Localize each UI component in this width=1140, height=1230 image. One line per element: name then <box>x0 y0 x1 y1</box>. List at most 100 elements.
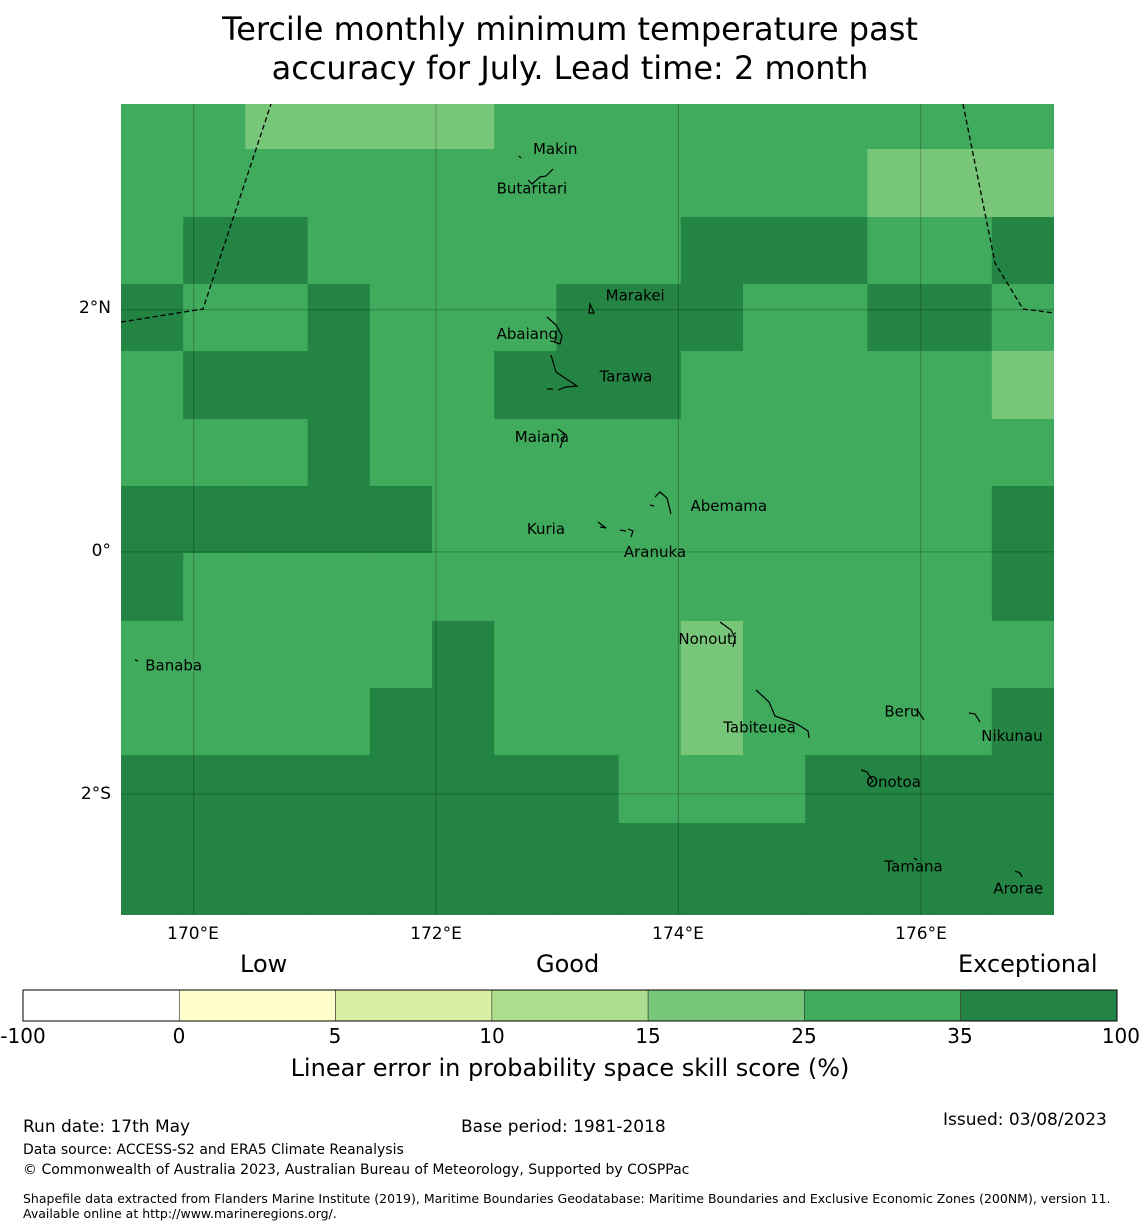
grid-cell <box>867 823 931 856</box>
grid-cell <box>991 351 1054 420</box>
grid-cell <box>183 419 246 487</box>
grid-cell <box>245 104 309 150</box>
colorbar-tick: 5 <box>328 1024 342 1048</box>
lat-tick-2n: 2°N <box>78 298 111 318</box>
colorbar-segment <box>22 989 180 1022</box>
grid-cell <box>556 419 620 487</box>
place-label-banaba: Banaba <box>145 657 202 675</box>
grid-cell <box>121 621 184 689</box>
grid-cell <box>929 104 993 150</box>
grid-cell <box>245 149 309 218</box>
grid-cell <box>307 621 371 689</box>
grid-cell <box>743 217 806 285</box>
grid-cell <box>307 351 371 420</box>
grid-cell <box>369 621 433 689</box>
grid-cell <box>805 553 868 622</box>
grid-cell <box>991 149 1054 218</box>
grid-cell <box>245 419 309 487</box>
grid-cell <box>743 284 806 352</box>
grid-cell <box>805 419 868 487</box>
coast-tabiteuea <box>755 689 810 739</box>
colorbar-tick: 10 <box>479 1024 505 1048</box>
coast-arorae <box>1014 870 1023 878</box>
grid-cell <box>743 688 806 756</box>
grid-cell <box>991 755 1054 824</box>
grid-cell <box>183 823 246 856</box>
coast-nikunau <box>968 712 981 723</box>
place-label-beru: Beru <box>884 703 919 721</box>
grid-cell <box>369 217 433 285</box>
grid-cell <box>867 104 931 150</box>
grid-cell <box>245 217 309 285</box>
grid-cell <box>743 486 806 554</box>
place-label-nonouti: Nonouti <box>678 630 737 648</box>
grid-cell <box>929 284 993 352</box>
coast-beru <box>913 708 925 721</box>
grid-cell <box>991 855 1054 915</box>
grid-cell <box>680 621 744 689</box>
coast-butaritari <box>527 168 554 185</box>
grid-cell <box>556 284 620 352</box>
grid-cell <box>307 553 371 622</box>
grid-cell <box>743 755 806 824</box>
grid-cell <box>432 351 495 420</box>
grid-cell <box>494 217 557 285</box>
grid-cell <box>929 486 993 554</box>
colorbar-frame <box>22 989 1118 1022</box>
grid-cell <box>432 419 495 487</box>
grid-cell <box>494 351 557 420</box>
grid-cell <box>556 553 620 622</box>
colorbar-segment <box>178 989 336 1022</box>
grid-cell <box>556 104 620 150</box>
grid-cell <box>245 755 309 824</box>
chart-title: Tercile monthly minimum temperature past… <box>0 10 1140 88</box>
grid-cell <box>183 217 246 285</box>
grid-cell <box>618 217 682 285</box>
grid-cell <box>432 104 495 150</box>
grid-cell <box>494 553 557 622</box>
grid-cell <box>805 855 868 915</box>
grid-cell <box>245 486 309 554</box>
grid-cell <box>680 284 744 352</box>
grid-cell <box>369 755 433 824</box>
coast-banaba <box>134 659 139 662</box>
data-source: Data source: ACCESS-S2 and ERA5 Climate … <box>23 1142 404 1158</box>
grid-cell <box>991 553 1054 622</box>
grid-cell <box>121 149 184 218</box>
coast-makin <box>518 155 522 159</box>
lon-tick-172e: 172°E <box>410 924 462 944</box>
grid-cell <box>991 419 1054 487</box>
grid-cell <box>183 621 246 689</box>
colorbar <box>22 989 1118 1022</box>
grid-cell <box>494 486 557 554</box>
grid-cell <box>743 855 806 915</box>
grid-cell <box>680 486 744 554</box>
grid-cell <box>121 104 184 150</box>
grid-cell <box>121 351 184 420</box>
grid-cell <box>432 755 495 824</box>
colorbar-segment <box>335 989 493 1022</box>
grid-cell <box>556 755 620 824</box>
grid-cell <box>494 621 557 689</box>
grid-cell <box>369 823 433 856</box>
grid-cell <box>245 823 309 856</box>
grid-cell <box>680 351 744 420</box>
grid-cell <box>805 688 868 756</box>
coast-abemama-w <box>649 504 655 507</box>
lon-tick-176e: 176°E <box>895 924 947 944</box>
grid-cell <box>991 621 1054 689</box>
grid-cell <box>618 104 682 150</box>
grid-cell <box>991 823 1054 856</box>
grid-cell <box>618 855 682 915</box>
grid-cell <box>867 553 931 622</box>
shapefile-credit: Shapefile data extracted from Flanders M… <box>23 1191 1111 1221</box>
place-label-marakei: Marakei <box>606 286 665 304</box>
grid-cell <box>307 855 371 915</box>
grid-cell <box>432 688 495 756</box>
grid-cell <box>556 855 620 915</box>
grid-cell <box>743 553 806 622</box>
colorbar-tick: 15 <box>635 1024 661 1048</box>
coast-onotoa <box>860 769 874 786</box>
grid-cell <box>929 351 993 420</box>
